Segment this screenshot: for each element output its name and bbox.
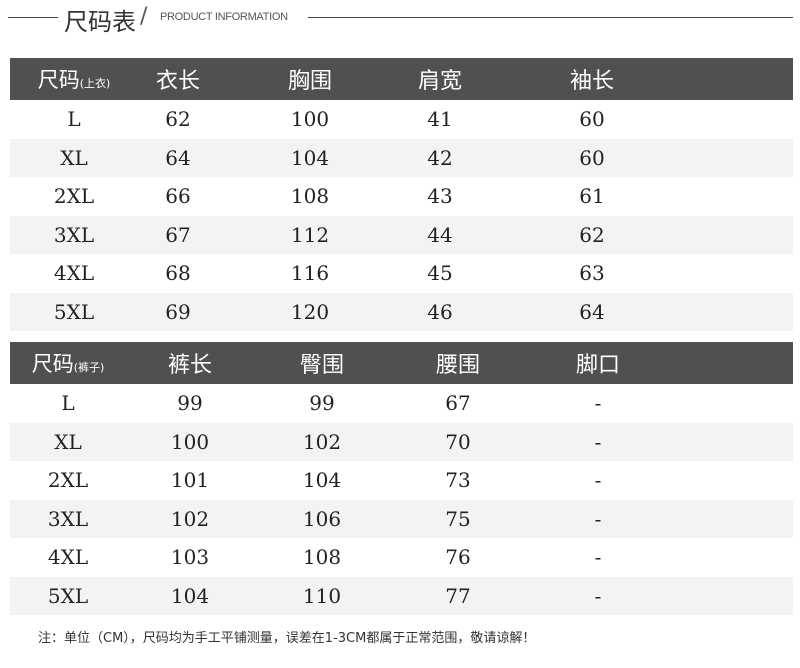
column-header: 尺码(上衣)	[37, 68, 111, 92]
table-header: 尺码(裤子) 裤长 臀围 腰围 脚口	[10, 342, 793, 384]
table-cell: 100	[170, 429, 210, 454]
table-cell: 104	[302, 468, 342, 493]
table-cell: 99	[309, 391, 335, 416]
table-cell: 102	[170, 506, 210, 531]
table-cell: 68	[165, 261, 191, 286]
tops-size-table: 尺码(上衣) 衣长 胸围 肩宽 袖长 L 62 100 41 60 XL 64 104 42 60 2XL 66…	[10, 58, 793, 331]
column-header: 脚口	[575, 353, 621, 378]
table-cell: -	[594, 545, 602, 570]
table-cell: 69	[165, 299, 191, 324]
table-cell: 110	[302, 583, 342, 608]
table-cell: XL	[54, 429, 82, 454]
header-note: (裤子)	[73, 361, 105, 374]
table-cell: 116	[290, 261, 330, 286]
table-cell: 46	[427, 299, 453, 324]
table-cell: 76	[445, 545, 471, 570]
title-cn: 尺码表	[64, 8, 136, 36]
table-cell: 4XL	[53, 261, 95, 286]
table-cell: 100	[290, 107, 330, 132]
table-cell: 66	[165, 184, 191, 209]
table-row: 3XL 102 106 75 -	[10, 499, 793, 538]
table-cell: 62	[165, 107, 191, 132]
table-row: 3XL 67 112 44 62	[10, 215, 793, 254]
title-slash: /	[140, 4, 148, 29]
column-header: 腰围	[435, 353, 481, 378]
table-cell: 108	[290, 184, 330, 209]
table-cell: L	[67, 107, 81, 132]
table-cell: 120	[290, 299, 330, 324]
table-cell: 67	[165, 222, 191, 247]
table-cell: 43	[427, 184, 453, 209]
title-en: PRODUCT INFORMATION	[160, 11, 288, 23]
table-cell: 108	[302, 545, 342, 570]
table-cell: -	[594, 429, 602, 454]
table-cell: 41	[427, 107, 453, 132]
table-row: L 62 100 41 60	[10, 100, 793, 139]
table-cell: 60	[579, 145, 605, 170]
table-cell: 63	[579, 261, 605, 286]
table-cell: 70	[445, 429, 471, 454]
column-header: 衣长	[155, 69, 201, 94]
divider	[8, 17, 58, 18]
table-cell: 73	[445, 468, 471, 493]
table-row: XL 64 104 42 60	[10, 138, 793, 177]
table-cell: 64	[165, 145, 191, 170]
table-cell: -	[594, 391, 602, 416]
divider	[308, 17, 793, 18]
table-cell: L	[61, 391, 75, 416]
table-cell: -	[594, 468, 602, 493]
table-cell: 99	[177, 391, 203, 416]
table-cell: 103	[170, 545, 210, 570]
table-cell: 2XL	[47, 468, 89, 493]
table-cell: 102	[302, 429, 342, 454]
table-cell: 60	[579, 107, 605, 132]
measurement-note: 注：单位（CM），尺码均为手工平铺测量，误差在1-3CM都属于正常范围，敬请谅解…	[38, 631, 536, 646]
table-cell: 4XL	[47, 545, 89, 570]
table-row: 2XL 101 104 73 -	[10, 461, 793, 500]
table-cell: 61	[579, 184, 605, 209]
table-cell: 75	[445, 506, 471, 531]
table-cell: -	[594, 583, 602, 608]
header-note: (上衣)	[79, 77, 111, 90]
column-header: 肩宽	[417, 69, 463, 94]
table-cell: 62	[579, 222, 605, 247]
table-cell: 104	[290, 145, 330, 170]
table-row: 5XL 69 120 46 64	[10, 292, 793, 331]
table-cell: 44	[427, 222, 453, 247]
table-cell: 104	[170, 583, 210, 608]
table-cell: 3XL	[53, 222, 95, 247]
column-header: 裤长	[167, 353, 213, 378]
table-cell: 3XL	[47, 506, 89, 531]
column-header: 尺码(裤子)	[31, 352, 105, 376]
column-header: 臀围	[299, 353, 345, 378]
table-header: 尺码(上衣) 衣长 胸围 肩宽 袖长	[10, 58, 793, 100]
table-row: 5XL 104 110 77 -	[10, 576, 793, 615]
table-cell: -	[594, 506, 602, 531]
table-cell: 106	[302, 506, 342, 531]
table-row: 2XL 66 108 43 61	[10, 177, 793, 216]
table-row: 4XL 103 108 76 -	[10, 538, 793, 577]
table-row: 4XL 68 116 45 63	[10, 254, 793, 293]
pants-size-table: 尺码(裤子) 裤长 臀围 腰围 脚口 L 99 99 67 - XL 100 102 70 - 2XL 101 1…	[10, 342, 793, 615]
table-cell: 101	[170, 468, 210, 493]
table-cell: 2XL	[53, 184, 95, 209]
table-row: XL 100 102 70 -	[10, 422, 793, 461]
table-cell: 5XL	[53, 299, 95, 324]
table-cell: 45	[427, 261, 453, 286]
table-cell: 67	[445, 391, 471, 416]
column-header: 袖长	[569, 69, 615, 94]
table-cell: 112	[290, 222, 330, 247]
column-header: 胸围	[287, 69, 333, 94]
table-cell: 64	[579, 299, 605, 324]
table-cell: 77	[445, 583, 471, 608]
section-title: 尺码表 / PRODUCT INFORMATION	[0, 2, 800, 36]
table-cell: 5XL	[47, 583, 89, 608]
table-cell: 42	[427, 145, 453, 170]
table-row: L 99 99 67 -	[10, 384, 793, 423]
table-cell: XL	[60, 145, 88, 170]
